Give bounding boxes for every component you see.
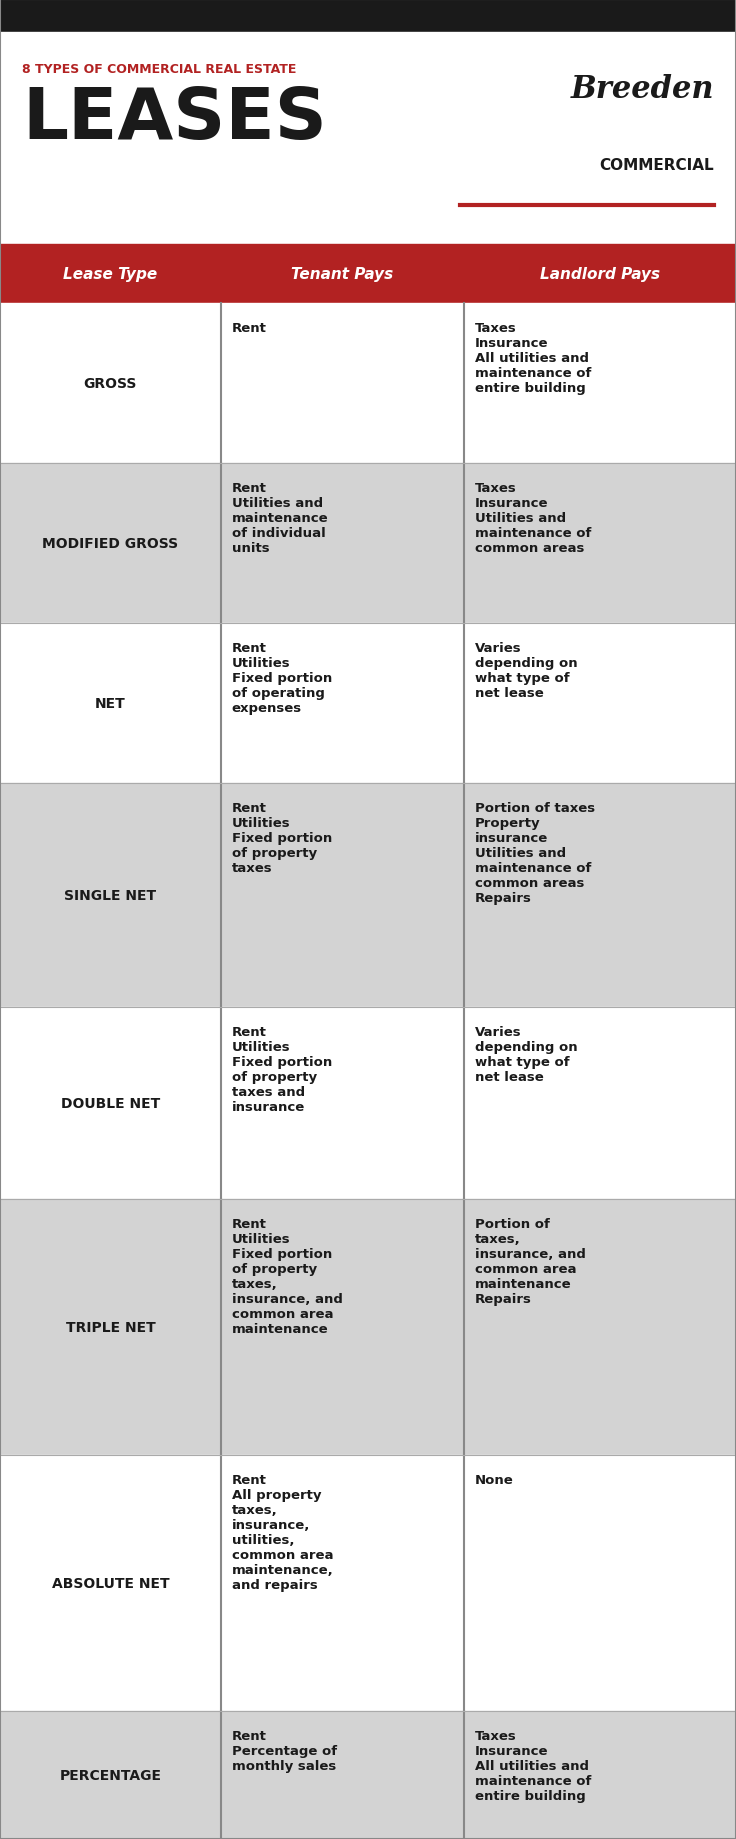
Text: 8 TYPES OF COMMERCIAL REAL ESTATE: 8 TYPES OF COMMERCIAL REAL ESTATE	[22, 63, 297, 75]
Text: SINGLE NET: SINGLE NET	[64, 888, 157, 903]
Text: Portion of
taxes,
insurance, and
common area
maintenance
Repairs: Portion of taxes, insurance, and common …	[475, 1217, 586, 1306]
Bar	[0, 1008, 736, 1199]
Text: DOUBLE NET: DOUBLE NET	[61, 1096, 160, 1111]
Text: PERCENTAGE: PERCENTAGE	[60, 1767, 161, 1782]
Text: Rent
Utilities
Fixed portion
of operating
expenses: Rent Utilities Fixed portion of operatin…	[232, 642, 332, 715]
Text: ABSOLUTE NET: ABSOLUTE NET	[52, 1576, 169, 1591]
Text: MODIFIED GROSS: MODIFIED GROSS	[43, 537, 178, 550]
Text: Portion of taxes
Property
insurance
Utilities and
maintenance of
common areas
Re: Portion of taxes Property insurance Util…	[475, 802, 595, 905]
Text: Rent
Utilities
Fixed portion
of property
taxes,
insurance, and
common area
maint: Rent Utilities Fixed portion of property…	[232, 1217, 343, 1335]
Text: Landlord Pays: Landlord Pays	[539, 267, 660, 281]
Text: Taxes
Insurance
All utilities and
maintenance of
entire building: Taxes Insurance All utilities and mainte…	[475, 1729, 591, 1802]
Text: None: None	[475, 1473, 514, 1486]
Text: Rent
Utilities
Fixed portion
of property
taxes and
insurance: Rent Utilities Fixed portion of property…	[232, 1026, 332, 1114]
Text: Rent: Rent	[232, 322, 266, 335]
Text: LEASES: LEASES	[22, 85, 327, 154]
Text: Lease Type: Lease Type	[63, 267, 158, 281]
Text: Rent
Utilities
Fixed portion
of property
taxes: Rent Utilities Fixed portion of property…	[232, 802, 332, 875]
Text: Breeden: Breeden	[570, 74, 714, 105]
Text: NET: NET	[95, 697, 126, 710]
Bar	[0, 303, 736, 463]
Text: Tenant Pays: Tenant Pays	[291, 267, 393, 281]
Bar	[0, 0, 736, 33]
Text: Taxes
Insurance
All utilities and
maintenance of
entire building: Taxes Insurance All utilities and mainte…	[475, 322, 591, 395]
Text: Rent
Utilities and
maintenance
of individual
units: Rent Utilities and maintenance of indivi…	[232, 482, 328, 555]
Bar	[0, 1199, 736, 1455]
Bar	[0, 33, 736, 245]
Text: Rent
Percentage of
monthly sales: Rent Percentage of monthly sales	[232, 1729, 337, 1773]
Bar	[0, 1710, 736, 1839]
Text: Varies
depending on
what type of
net lease: Varies depending on what type of net lea…	[475, 642, 577, 699]
Text: GROSS: GROSS	[84, 377, 137, 390]
Text: COMMERCIAL: COMMERCIAL	[599, 158, 714, 173]
Text: TRIPLE NET: TRIPLE NET	[66, 1320, 155, 1333]
Bar	[0, 463, 736, 623]
Bar	[0, 245, 736, 303]
Bar	[0, 623, 736, 783]
Bar	[0, 1455, 736, 1710]
Bar	[0, 783, 736, 1008]
Text: Rent
All property
taxes,
insurance,
utilities,
common area
maintenance,
and repa: Rent All property taxes, insurance, util…	[232, 1473, 333, 1591]
Text: Taxes
Insurance
Utilities and
maintenance of
common areas: Taxes Insurance Utilities and maintenanc…	[475, 482, 591, 555]
Text: Varies
depending on
what type of
net lease: Varies depending on what type of net lea…	[475, 1026, 577, 1083]
